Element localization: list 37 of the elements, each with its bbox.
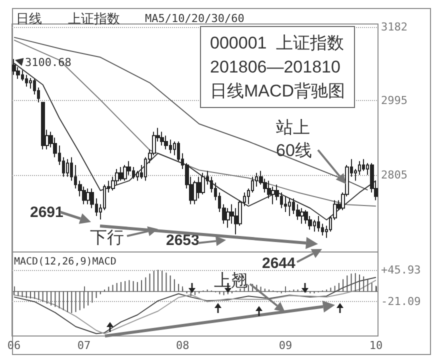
candlestick bbox=[288, 198, 291, 216]
annotation: 上翘 bbox=[214, 271, 248, 290]
annotation: MA5/10/20/30/60 bbox=[145, 12, 244, 25]
candlestick bbox=[193, 180, 197, 205]
candlestick bbox=[12, 58, 16, 76]
candlestick bbox=[119, 166, 123, 182]
y-tick-label: 3182 bbox=[381, 20, 408, 34]
annotation: 下行 bbox=[90, 228, 124, 247]
candlestick bbox=[25, 74, 28, 88]
candlestick bbox=[164, 135, 168, 150]
candlestick bbox=[284, 196, 287, 213]
candlestick bbox=[362, 158, 365, 172]
x-tick-label: 08 bbox=[176, 339, 190, 352]
y-tick-label: 2805 bbox=[381, 168, 408, 182]
candlestick bbox=[226, 208, 230, 228]
annotation: 上证指数 bbox=[68, 11, 120, 26]
y-tick-label: 2995 bbox=[381, 94, 408, 107]
annotation: MACD(12,26,9)MACD bbox=[14, 256, 116, 268]
candlestick bbox=[317, 215, 320, 232]
candlestick bbox=[86, 188, 90, 205]
annotation: 站上 60线 bbox=[276, 118, 312, 160]
candlestick bbox=[123, 164, 127, 182]
x-tick-label: 09 bbox=[278, 339, 292, 352]
x-tick-label: 07 bbox=[77, 339, 91, 352]
candlestick bbox=[201, 172, 205, 195]
candlestick bbox=[66, 158, 69, 178]
x-tick-label: 10 bbox=[369, 339, 383, 352]
y-tick-label: -21.09 bbox=[381, 294, 421, 308]
candlestick bbox=[160, 131, 164, 146]
candlestick bbox=[300, 208, 304, 224]
candlestick bbox=[41, 102, 45, 150]
text: 000001 上证指数 201806—201810 日线MACD背驰图 bbox=[210, 34, 346, 100]
annotation: 日线 bbox=[16, 11, 42, 26]
y-tick-label: +45.93 bbox=[381, 263, 421, 276]
annotation: 2653 bbox=[166, 232, 200, 249]
annotation: 2644 bbox=[262, 255, 296, 272]
annotation: 2691 bbox=[30, 204, 64, 221]
